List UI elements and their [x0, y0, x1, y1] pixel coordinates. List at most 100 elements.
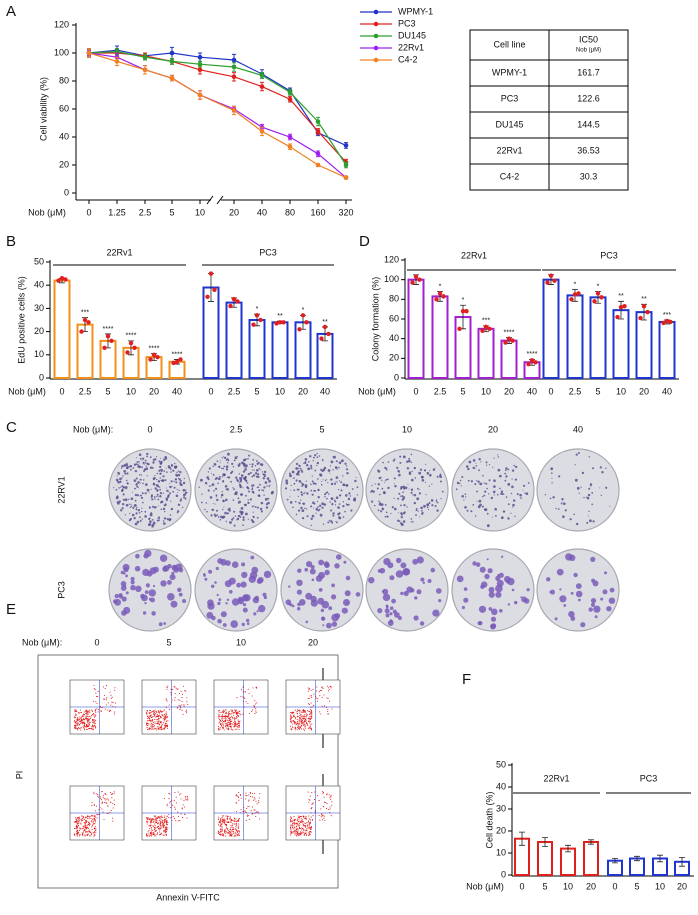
flow-dot: [157, 710, 159, 712]
colony: [159, 554, 168, 562]
colony: [468, 460, 472, 464]
colony: [381, 507, 385, 511]
flow-dot: [217, 726, 219, 728]
colony: [216, 509, 218, 512]
colony: [182, 489, 186, 492]
flow-dot: [302, 819, 304, 821]
flow-dot: [94, 721, 96, 723]
colony: [311, 480, 314, 483]
flow-dot: [112, 807, 114, 809]
colony: [241, 622, 245, 627]
flow-dot: [83, 727, 85, 729]
flow-dot: [109, 811, 111, 813]
flow-dot: [113, 793, 115, 795]
colony: [349, 495, 351, 497]
colony: [237, 497, 240, 500]
colony: [169, 485, 172, 489]
flow-dot: [301, 725, 303, 727]
flow-dot: [251, 806, 254, 808]
colony: [155, 456, 158, 458]
colony: [130, 584, 136, 591]
colony: [394, 507, 397, 511]
group-label: 22Rv1: [106, 247, 132, 257]
flow-dot: [306, 714, 308, 717]
flow-dot: [168, 798, 170, 800]
colony: [393, 497, 395, 499]
colony: [141, 518, 143, 520]
flow-dot: [244, 811, 246, 813]
colony: [118, 593, 123, 598]
colony: [346, 601, 349, 604]
flow-dot: [110, 697, 112, 699]
flow-dot: [257, 811, 259, 813]
colony: [520, 497, 522, 499]
colony: [134, 493, 137, 497]
flow-dot: [93, 723, 95, 725]
flow-dot: [237, 719, 239, 721]
flow-dot: [75, 821, 77, 823]
colony: [389, 606, 394, 610]
colony: [576, 522, 579, 526]
flow-dot: [77, 719, 80, 721]
colony: [222, 500, 225, 503]
flow-dot: [82, 715, 84, 717]
colony: [154, 506, 157, 509]
flow-dot: [159, 713, 161, 715]
flow-dot: [165, 833, 167, 835]
colony: [175, 473, 178, 477]
flow-dot: [236, 712, 239, 714]
flow-dot: [155, 729, 157, 731]
colony: [168, 518, 172, 522]
flow-dot: [323, 705, 326, 707]
flow-dot: [111, 797, 113, 799]
flow-dot: [309, 795, 311, 797]
bar: [271, 321, 289, 380]
flow-dot: [163, 709, 165, 711]
flow-dot: [220, 831, 222, 833]
flow-dot: [291, 712, 293, 714]
colony: [420, 577, 425, 582]
colony: [228, 577, 236, 585]
colony: [324, 493, 326, 496]
flow-dot: [224, 820, 226, 822]
flow-dot: [218, 722, 220, 724]
flow-dot: [97, 696, 99, 698]
colony: [256, 610, 259, 613]
colony: [301, 485, 303, 487]
colony: [345, 468, 349, 471]
flow-dot: [163, 722, 165, 724]
colony: [150, 488, 152, 490]
colony: [156, 519, 159, 522]
flow-dot: [77, 833, 79, 835]
colony: [179, 471, 182, 474]
significance-label: *: [256, 306, 259, 313]
colony: [389, 575, 395, 581]
colony: [312, 460, 314, 462]
flow-dot: [298, 728, 300, 730]
flow-dot: [306, 824, 308, 826]
colony: [171, 486, 173, 488]
flow-dot: [182, 816, 184, 819]
colony: [213, 503, 215, 505]
replicate-point: [618, 305, 624, 310]
colony: [386, 515, 389, 518]
flow-dot: [149, 818, 151, 820]
colony: [524, 492, 526, 494]
colony: [301, 509, 305, 512]
colony: [135, 477, 138, 480]
flow-dot: [149, 710, 151, 712]
colony: [592, 520, 595, 523]
colony: [402, 512, 406, 515]
flow-dot: [237, 827, 239, 829]
colony: [166, 471, 168, 473]
colony: [317, 496, 320, 499]
table-cell: 22Rv1: [496, 145, 522, 155]
colony: [455, 488, 458, 491]
flow-dot: [221, 726, 224, 728]
colony: [304, 484, 308, 487]
flow-dot: [89, 823, 91, 825]
flow-dot: [93, 793, 95, 795]
colony: [263, 470, 267, 474]
data-point: [197, 61, 203, 67]
colony: [233, 510, 236, 513]
